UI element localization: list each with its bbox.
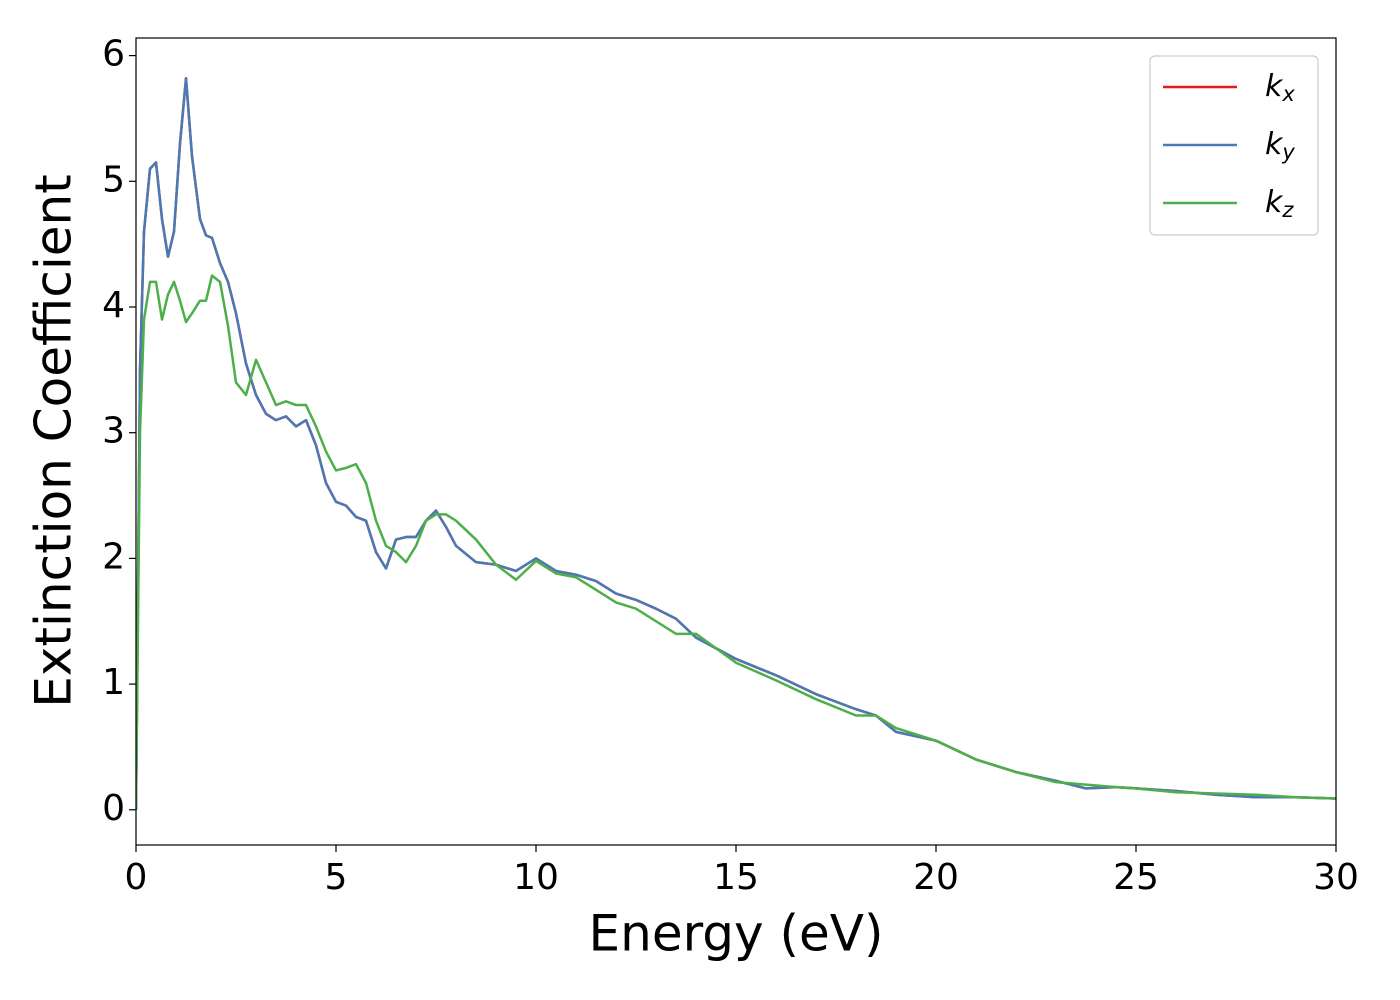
y-tick-label: 2 bbox=[102, 536, 125, 577]
legend-label: kx bbox=[1265, 69, 1295, 107]
y-tick-label: 3 bbox=[102, 411, 125, 452]
plot-frame bbox=[135, 37, 1337, 846]
legend-label: kz bbox=[1265, 185, 1294, 223]
x-tick-label: 0 bbox=[125, 857, 148, 898]
x-tick-label: 10 bbox=[513, 857, 559, 898]
legend-label: ky bbox=[1265, 127, 1295, 165]
y-tick-label: 4 bbox=[102, 285, 125, 326]
x-axis-label: Energy (eV) bbox=[589, 905, 884, 963]
y-tick-label: 6 bbox=[102, 34, 125, 75]
x-tick-label: 30 bbox=[1313, 857, 1359, 898]
x-tick-label: 25 bbox=[1113, 857, 1159, 898]
y-tick-label: 0 bbox=[102, 788, 125, 829]
series-line bbox=[136, 274, 1336, 810]
y-axis-label: Extinction Coefficient bbox=[25, 174, 83, 708]
y-tick-label: 1 bbox=[102, 662, 125, 703]
y-tick-label: 5 bbox=[102, 159, 125, 200]
x-tick-label: 20 bbox=[913, 857, 959, 898]
x-tick-label: 5 bbox=[325, 857, 348, 898]
x-tick-label: 15 bbox=[713, 857, 759, 898]
